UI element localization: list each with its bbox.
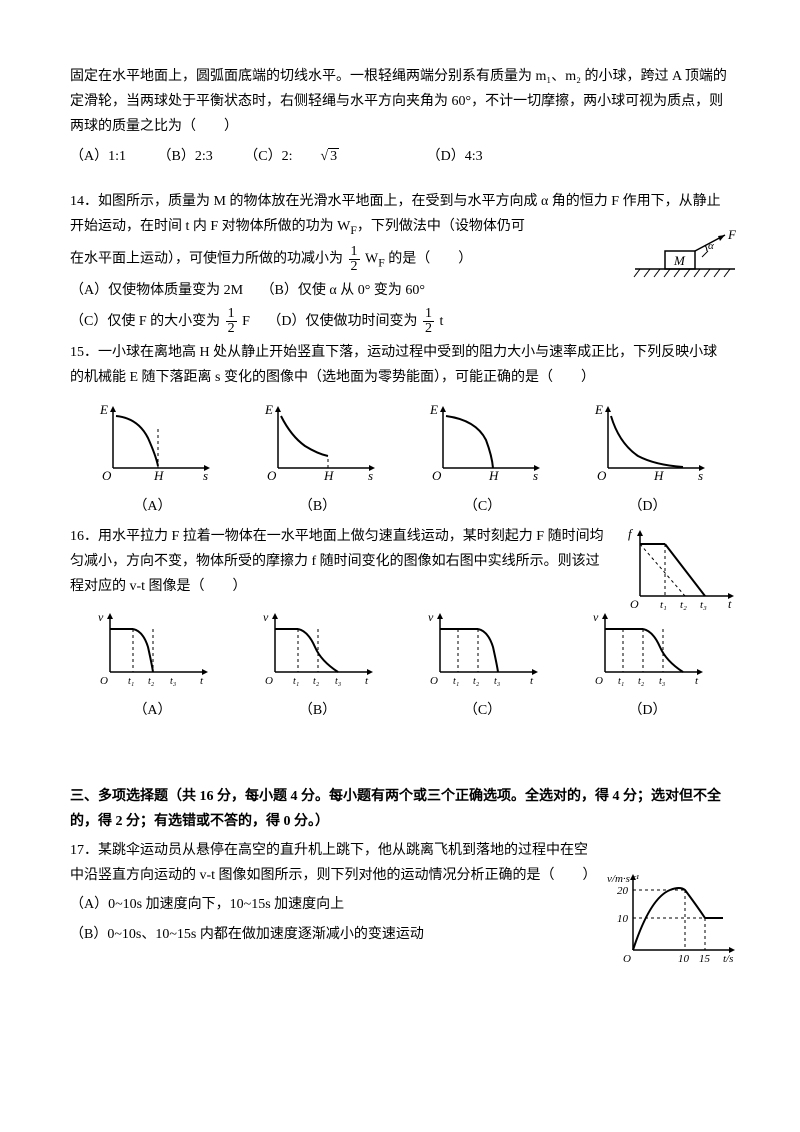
q13-opt-b[interactable]: （B）2:3 (158, 149, 213, 164)
svg-text:15: 15 (699, 953, 711, 965)
svg-text:t₂: t₂ (680, 599, 687, 611)
svg-text:s: s (368, 468, 373, 483)
q14-block: 14．如图所示，质量为 M 的物体放在光滑水平地面上，在受到与水平方向成 α 角… (70, 189, 730, 336)
svg-text:E: E (264, 402, 273, 417)
svg-text:H: H (153, 468, 164, 483)
q13-options: （A）1:1 （B）2:3 （C）2:√3 （D）4:3 (70, 144, 730, 169)
q15-graph-d[interactable]: E O H s （D） (565, 398, 730, 519)
q17-block: 17．某跳伞运动员从悬停在高空的直升机上跳下，他从跳离飞机到落地的过程中在空中沿… (70, 838, 730, 947)
svg-text:O: O (623, 953, 631, 965)
section3-heading: 三、多项选择题（共 16 分，每小题 4 分。每小题有两个或三个正确选项。全选对… (70, 784, 730, 834)
svg-text:v: v (593, 610, 599, 624)
q16-figure: f O t₁ t₂ t₃ t (620, 524, 740, 623)
q13-continuation: 固定在水平地面上，圆弧面底端的切线水平。一根轻绳两端分别系有质量为 m₁、m₂ … (70, 64, 730, 140)
svg-text:t₂: t₂ (473, 676, 480, 687)
svg-text:t₂: t₂ (148, 676, 155, 687)
svg-text:20: 20 (617, 885, 629, 897)
q15-label-b: （B） (235, 494, 400, 519)
svg-text:t₁: t₁ (660, 599, 667, 611)
svg-text:O: O (630, 597, 639, 611)
svg-text:s: s (203, 468, 208, 483)
q16-label-d: （D） (565, 698, 730, 723)
svg-text:t: t (530, 675, 534, 687)
q16-label-a: （A） (70, 698, 235, 723)
svg-text:v/m·s⁻¹: v/m·s⁻¹ (607, 873, 639, 885)
q15-stem: 15．一小球在离地高 H 处从静止开始竖直下落，运动过程中受到的阻力大小与速率成… (70, 340, 730, 390)
q14-opt-c[interactable]: （C）仅使 F 的大小变为 12 F (70, 314, 253, 329)
svg-text:E: E (99, 402, 108, 417)
svg-text:v: v (98, 610, 104, 624)
svg-text:10: 10 (678, 953, 690, 965)
q16-graph-d[interactable]: v O t₁ t₂ t₃ t （D） (565, 607, 730, 723)
svg-text:H: H (653, 468, 664, 483)
svg-text:t: t (728, 597, 732, 611)
q16-block: 16．用水平拉力 F 拉着一物体在一水平地面上做匀速直线运动，某时刻起力 F 随… (70, 524, 730, 600)
q17-stem: 17．某跳伞运动员从悬停在高空的直升机上跳下，他从跳离飞机到落地的过程中在空中沿… (70, 838, 600, 888)
q15-label-a: （A） (70, 494, 235, 519)
q16-graph-a[interactable]: v O t₁ t₂ t₃ t （A） (70, 607, 235, 723)
q15-label-c: （C） (400, 494, 565, 519)
svg-text:E: E (429, 402, 438, 417)
svg-text:t₃: t₃ (700, 599, 707, 611)
q17-opt-b[interactable]: （B）0~10s、10~15s 内都在做加速度逐渐减小的变速运动 (70, 922, 600, 947)
svg-text:M: M (673, 253, 686, 268)
svg-text:s: s (533, 468, 538, 483)
svg-text:O: O (597, 468, 607, 483)
svg-text:t₁: t₁ (618, 676, 624, 687)
svg-text:O: O (432, 468, 442, 483)
q15-graphs: E O H s （A） E O H s （B） E O (70, 398, 730, 519)
q16-graph-b[interactable]: v O t₁ t₂ t₃ t （B） (235, 607, 400, 723)
svg-text:H: H (323, 468, 334, 483)
q14-options-row2: （C）仅使 F 的大小变为 12 F （D）仅使做功时间变为 12 t (70, 307, 730, 336)
svg-text:H: H (488, 468, 499, 483)
svg-text:O: O (100, 675, 108, 687)
q13-opt-c[interactable]: （C）2:√3 (244, 149, 395, 164)
q16-label-c: （C） (400, 698, 565, 723)
q15-graph-b[interactable]: E O H s （B） (235, 398, 400, 519)
q13-opt-a[interactable]: （A）1:1 (70, 149, 126, 164)
q16-graph-c[interactable]: v O t₁ t₂ t₃ t （C） (400, 607, 565, 723)
svg-text:t: t (200, 675, 204, 687)
svg-text:E: E (594, 402, 603, 417)
q16-stem: 16．用水平拉力 F 拉着一物体在一水平地面上做匀速直线运动，某时刻起力 F 随… (70, 524, 610, 600)
q16-label-b: （B） (235, 698, 400, 723)
q14-figure: M F α (630, 229, 740, 293)
q14-opt-b[interactable]: （B）仅使 α 从 0° 变为 60° (261, 283, 425, 298)
svg-text:O: O (595, 675, 603, 687)
svg-text:t₃: t₃ (170, 676, 177, 687)
q15-graph-a[interactable]: E O H s （A） (70, 398, 235, 519)
svg-text:α: α (708, 240, 714, 252)
svg-text:t₃: t₃ (335, 676, 342, 687)
q14-opt-d[interactable]: （D）仅使做功时间变为 12 t (267, 314, 443, 329)
svg-text:O: O (265, 675, 273, 687)
svg-text:t₁: t₁ (453, 676, 459, 687)
q17-opt-a[interactable]: （A）0~10s 加速度向下，10~15s 加速度向上 (70, 892, 600, 917)
q15-graph-c[interactable]: E O H s （C） (400, 398, 565, 519)
svg-text:10: 10 (617, 913, 629, 925)
svg-text:O: O (430, 675, 438, 687)
svg-text:v: v (263, 610, 269, 624)
svg-text:F: F (727, 229, 737, 242)
svg-text:t₁: t₁ (128, 676, 134, 687)
q17-figure: v/m·s⁻¹ 20 10 O 10 15 t/s (605, 868, 740, 977)
svg-text:s: s (698, 468, 703, 483)
svg-text:v: v (428, 610, 434, 624)
svg-text:O: O (267, 468, 277, 483)
svg-text:t₃: t₃ (494, 676, 501, 687)
svg-text:O: O (102, 468, 112, 483)
svg-text:t₁: t₁ (293, 676, 299, 687)
svg-text:t: t (695, 675, 699, 687)
q13-opt-d[interactable]: （D）4:3 (427, 149, 483, 164)
svg-text:t/s: t/s (723, 953, 733, 965)
q15-label-d: （D） (565, 494, 730, 519)
svg-text:f: f (628, 526, 634, 541)
svg-text:t₃: t₃ (659, 676, 666, 687)
q16-graphs: v O t₁ t₂ t₃ t （A） v O t₁ t₂ t₃ t （B） (70, 607, 730, 723)
svg-text:t₂: t₂ (638, 676, 645, 687)
svg-text:t₂: t₂ (313, 676, 320, 687)
q14-opt-a[interactable]: （A）仅使物体质量变为 2M (70, 283, 243, 298)
svg-text:t: t (365, 675, 369, 687)
